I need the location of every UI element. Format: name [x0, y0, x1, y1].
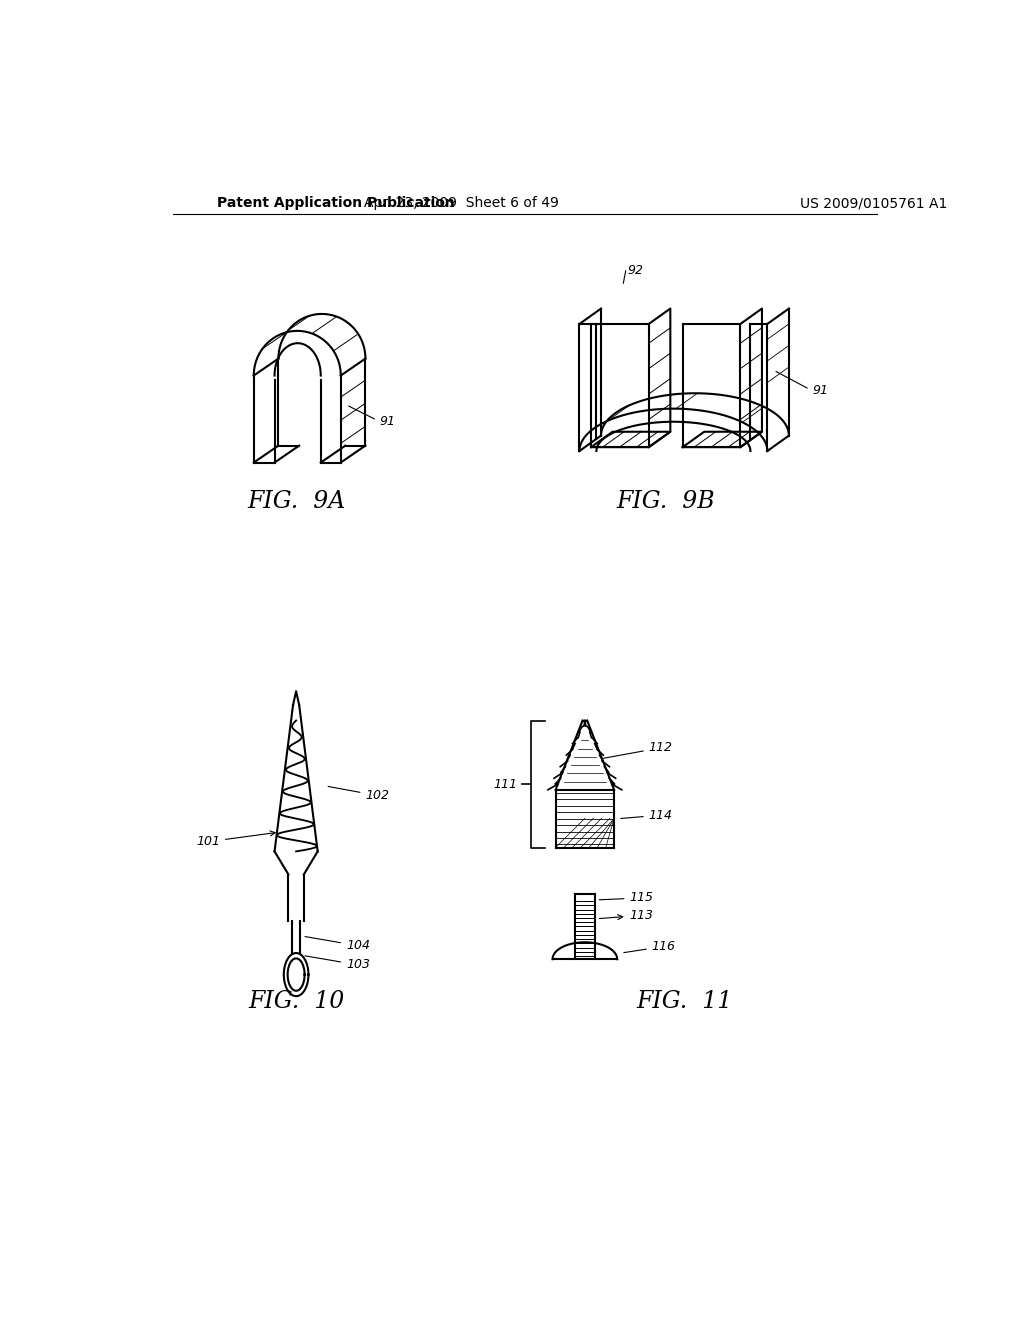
Text: 101: 101	[196, 830, 275, 849]
Text: FIG.  10: FIG. 10	[248, 990, 344, 1012]
Text: 103: 103	[305, 956, 370, 972]
Text: FIG.  9B: FIG. 9B	[616, 490, 715, 512]
Text: FIG.  11: FIG. 11	[637, 990, 733, 1012]
Text: Apr. 23, 2009  Sheet 6 of 49: Apr. 23, 2009 Sheet 6 of 49	[365, 197, 559, 210]
Text: 115: 115	[599, 891, 653, 904]
Text: 113: 113	[599, 908, 653, 921]
Text: 92: 92	[628, 264, 643, 277]
Text: Patent Application Publication: Patent Application Publication	[217, 197, 455, 210]
Text: 104: 104	[305, 937, 370, 952]
Text: 91: 91	[812, 384, 828, 397]
Text: 102: 102	[328, 787, 389, 803]
Text: 112: 112	[602, 742, 673, 759]
Text: 116: 116	[624, 940, 676, 953]
Text: FIG.  9A: FIG. 9A	[247, 490, 345, 512]
Text: US 2009/0105761 A1: US 2009/0105761 A1	[801, 197, 948, 210]
Text: 114: 114	[621, 809, 673, 821]
Text: 111: 111	[494, 777, 517, 791]
Text: 91: 91	[379, 416, 395, 428]
